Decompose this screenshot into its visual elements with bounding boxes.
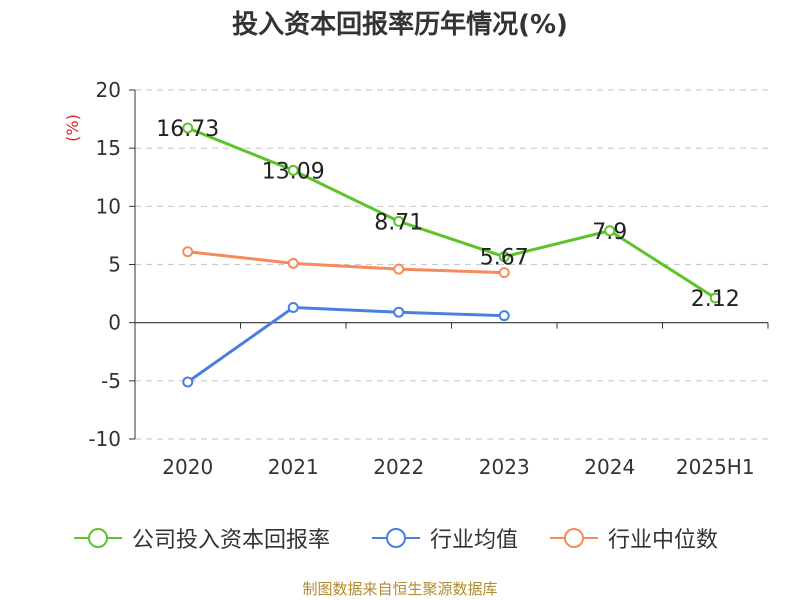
- series-line: [187, 126, 717, 300]
- legend-marker-icon: [550, 528, 598, 548]
- data-point: [393, 263, 405, 275]
- chart-title: 投入资本回报率历年情况(%): [232, 10, 568, 40]
- data-point: [498, 267, 510, 279]
- series-line: [186, 306, 505, 384]
- legend-item[interactable]: 行业中位数: [548, 518, 718, 558]
- data-label: 13.09: [262, 159, 325, 184]
- data-point: [182, 246, 194, 258]
- data-point: [709, 292, 721, 304]
- y-tick-label: 5: [108, 253, 121, 277]
- x-tick-label: 2022: [373, 455, 424, 479]
- legend-label: 行业中位数: [608, 528, 719, 553]
- data-label: 16.73: [156, 117, 219, 142]
- line-chart: 20 15 10 5 0 -5 -10 (%) 2020 2021 2022 2023 2024 2025…: [63, 78, 769, 479]
- y-tick-label: -5: [101, 369, 121, 393]
- data-point: [287, 302, 299, 314]
- data-label: 8.71: [374, 210, 423, 235]
- data-label: 5.67: [480, 246, 529, 271]
- data-label: 2.12: [691, 287, 740, 312]
- data-source-footer: 制图数据来自恒生聚源数据库: [302, 580, 498, 598]
- data-point: [287, 164, 299, 176]
- legend-marker-icon: [372, 528, 420, 548]
- x-tick-label: 2024: [584, 455, 635, 479]
- chart-legend: 公司投入资本回报率 行业均值 行业中位数: [0, 518, 800, 558]
- data-point: [604, 225, 616, 237]
- data-point: [287, 257, 299, 269]
- x-tick-label: 2023: [479, 455, 530, 479]
- legend-item[interactable]: 公司投入资本回报率: [72, 518, 330, 558]
- x-tick-label: 2020: [162, 455, 213, 479]
- y-tick-label: 0: [108, 311, 121, 335]
- legend-label: 公司投入资本回报率: [132, 528, 331, 553]
- data-label: 7.9: [592, 220, 627, 245]
- legend-item[interactable]: 行业均值: [370, 518, 518, 558]
- data-point: [393, 306, 405, 318]
- legend-label: 行业均值: [430, 528, 519, 553]
- y-axis-label: (%): [63, 114, 82, 142]
- series-line: [187, 250, 505, 275]
- y-tick-label: 20: [96, 78, 121, 102]
- x-tick-label: 2025H1: [676, 455, 755, 479]
- data-point: [182, 376, 194, 388]
- data-point: [498, 251, 510, 263]
- legend-marker-icon: [74, 528, 122, 548]
- x-tick-label: 2021: [268, 455, 319, 479]
- y-tick-label: -10: [88, 427, 121, 451]
- y-tick-label: 10: [96, 194, 121, 218]
- data-point: [498, 310, 510, 322]
- data-point: [393, 215, 405, 227]
- y-tick-label: 15: [96, 136, 121, 160]
- data-point: [182, 122, 194, 134]
